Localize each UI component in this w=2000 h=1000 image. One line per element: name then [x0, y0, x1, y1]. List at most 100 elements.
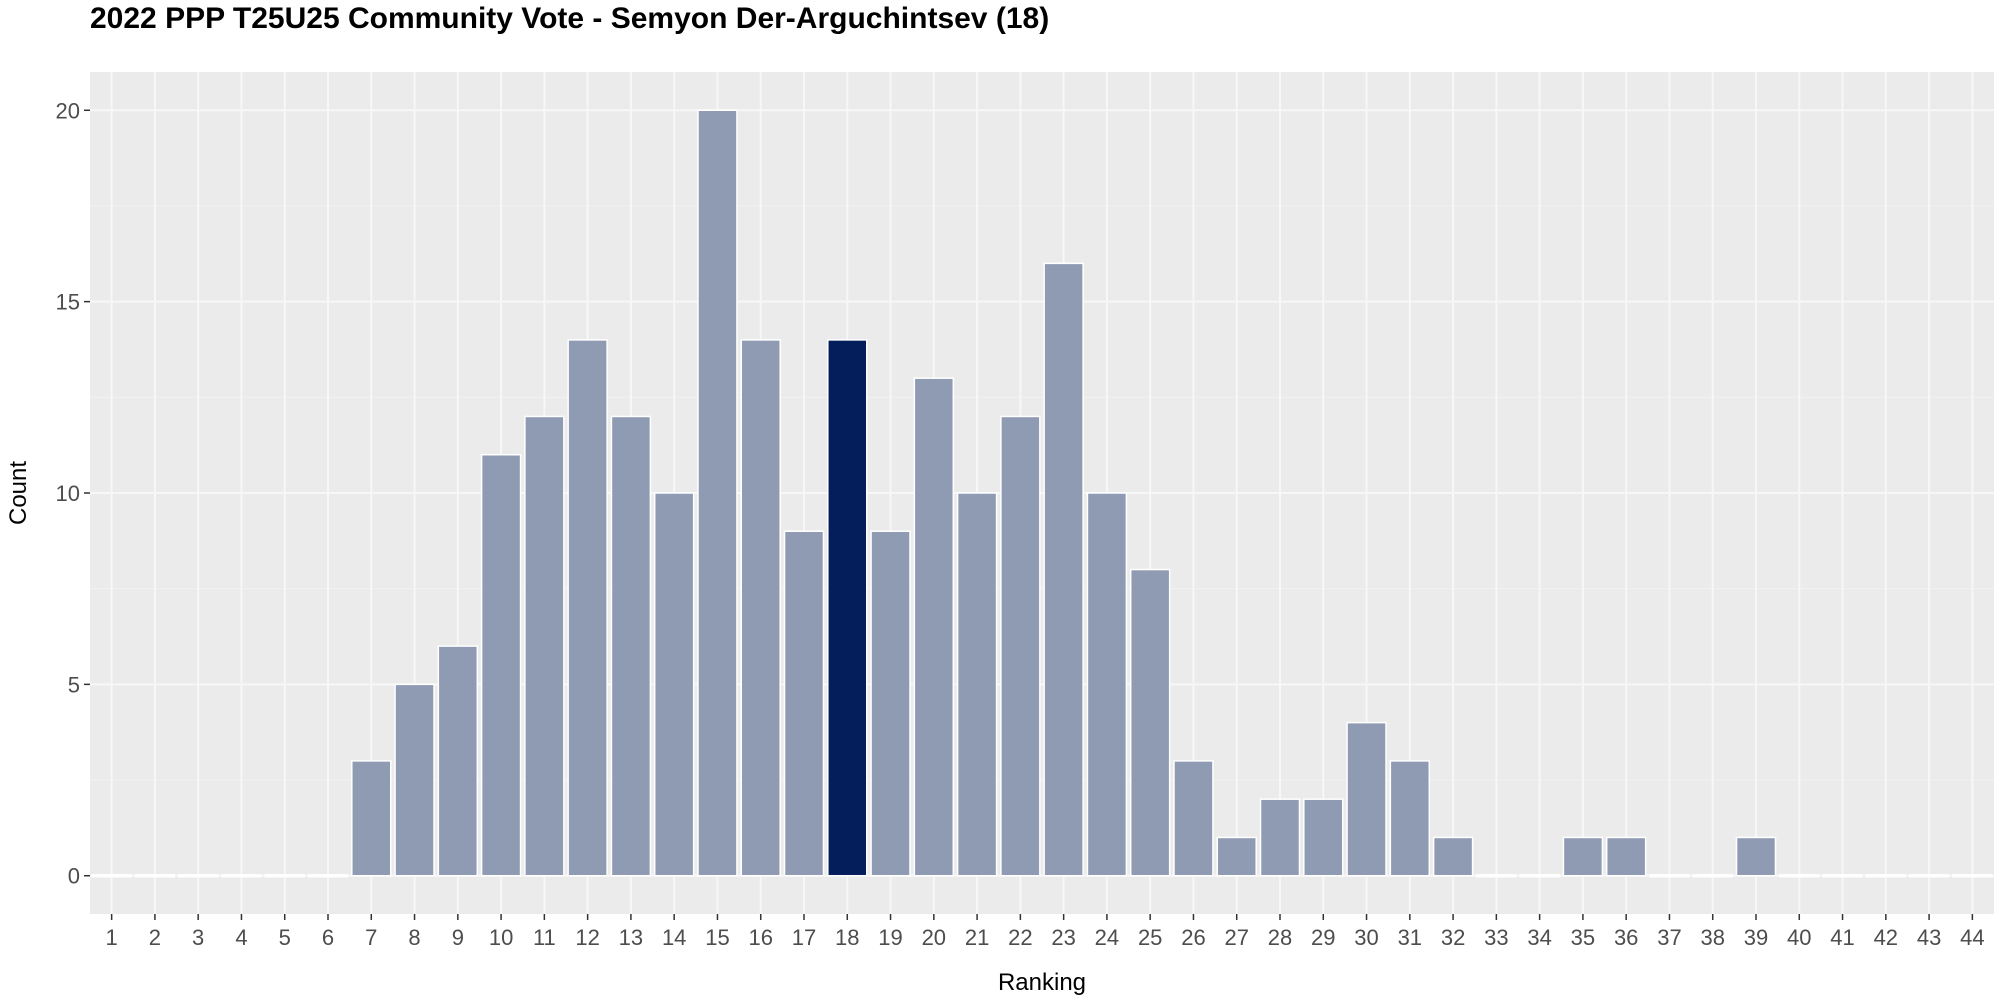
- bar: [1779, 873, 1820, 878]
- bar: [307, 873, 349, 878]
- bar: [1389, 760, 1431, 877]
- bar: [697, 109, 738, 877]
- x-tick-label: 15: [705, 925, 729, 950]
- bar: [1649, 873, 1690, 878]
- x-tick-label: 1: [106, 925, 118, 950]
- x-tick-label: 20: [922, 925, 946, 950]
- bar: [1519, 873, 1560, 878]
- bar: [1562, 836, 1604, 877]
- bar: [1303, 798, 1344, 877]
- bar: [740, 339, 781, 877]
- y-axis-title: Count: [5, 461, 32, 525]
- x-tick-label: 30: [1354, 925, 1378, 950]
- bar: [870, 530, 911, 877]
- x-tick-label: 25: [1138, 925, 1162, 950]
- x-tick-label: 28: [1268, 925, 1292, 950]
- bar: [221, 873, 262, 878]
- bar: [1692, 873, 1733, 878]
- bar: [1043, 262, 1084, 877]
- bar: [1952, 873, 1993, 878]
- x-tick-label: 2: [149, 925, 161, 950]
- x-tick-label: 31: [1398, 925, 1422, 950]
- x-tick-label: 21: [965, 925, 989, 950]
- bar: [1432, 836, 1474, 877]
- bar: [1908, 873, 1950, 878]
- x-tick-label: 8: [408, 925, 420, 950]
- x-tick-label: 9: [452, 925, 464, 950]
- x-tick-label: 37: [1657, 925, 1681, 950]
- bar: [1086, 492, 1128, 877]
- x-tick-label: 11: [533, 925, 556, 950]
- x-tick-label: 14: [662, 925, 686, 950]
- x-tick-label: 29: [1311, 925, 1335, 950]
- bar: [351, 760, 392, 877]
- bar: [956, 492, 998, 877]
- x-tick-label: 44: [1960, 925, 1984, 950]
- bar: [783, 530, 825, 877]
- x-tick-label: 26: [1181, 925, 1205, 950]
- y-tick-label: 10: [56, 481, 80, 506]
- bar: [1129, 568, 1171, 877]
- x-tick-label: 43: [1917, 925, 1941, 950]
- bar: [653, 492, 695, 877]
- x-tick-label: 33: [1484, 925, 1508, 950]
- x-tick-label: 6: [322, 925, 334, 950]
- x-tick-label: 24: [1095, 925, 1119, 950]
- bar: [1605, 836, 1647, 877]
- bar: [1735, 836, 1777, 877]
- y-tick-label: 20: [56, 98, 80, 123]
- x-tick-label: 42: [1874, 925, 1898, 950]
- x-tick-label: 27: [1224, 925, 1248, 950]
- x-tick-label: 12: [575, 925, 599, 950]
- x-tick-label: 32: [1441, 925, 1465, 950]
- x-axis: 1 2 3 4 5 6 7 8 9 10 11 12 13 14 15 16 17 18 19 20 21 22 23 24 2…: [106, 914, 1985, 950]
- x-tick-label: 35: [1571, 925, 1595, 950]
- bar: [480, 453, 522, 877]
- bar: [567, 339, 608, 877]
- x-tick-label: 5: [279, 925, 291, 950]
- x-tick-label: 38: [1700, 925, 1724, 950]
- x-axis-title: Ranking: [998, 969, 1086, 996]
- x-tick-label: 7: [365, 925, 377, 950]
- x-tick-label: 36: [1614, 925, 1638, 950]
- x-tick-label: 41: [1830, 925, 1854, 950]
- bar: [524, 415, 565, 877]
- x-tick-label: 13: [619, 925, 643, 950]
- x-tick-label: 10: [489, 925, 513, 950]
- x-tick-label: 18: [835, 925, 859, 950]
- bar: [177, 873, 219, 878]
- x-tick-label: 17: [792, 925, 816, 950]
- x-tick-label: 4: [235, 925, 247, 950]
- x-tick-label: 39: [1744, 925, 1768, 950]
- bar: [1259, 798, 1301, 877]
- x-tick-label: 3: [192, 925, 204, 950]
- x-tick-label: 19: [878, 925, 902, 950]
- bar: [134, 873, 176, 878]
- bar: [264, 873, 305, 878]
- bar: [1822, 873, 1863, 878]
- bar: [1000, 415, 1041, 877]
- y-tick-label: 0: [68, 864, 80, 889]
- y-tick-label: 5: [68, 672, 80, 697]
- chart-title: 2022 PPP T25U25 Community Vote - Semyon …: [90, 2, 1050, 35]
- bar: [91, 873, 132, 878]
- y-axis: 0 5 10 15 20: [56, 98, 90, 889]
- bars: [91, 109, 1993, 878]
- y-tick-label: 15: [56, 290, 80, 315]
- x-tick-label: 23: [1051, 925, 1075, 950]
- bar: [437, 645, 479, 877]
- x-tick-label: 16: [748, 925, 772, 950]
- bar: [913, 377, 955, 877]
- x-tick-label: 22: [1008, 925, 1032, 950]
- x-tick-label: 40: [1787, 925, 1811, 950]
- bar: [1173, 760, 1214, 877]
- bar: [1865, 873, 1907, 878]
- bar: [1476, 873, 1517, 878]
- bar: [1346, 721, 1387, 877]
- bar-highlight: [827, 339, 868, 877]
- bar: [1216, 836, 1257, 877]
- bar: [610, 415, 652, 877]
- x-tick-label: 34: [1527, 925, 1551, 950]
- bar: [394, 683, 435, 877]
